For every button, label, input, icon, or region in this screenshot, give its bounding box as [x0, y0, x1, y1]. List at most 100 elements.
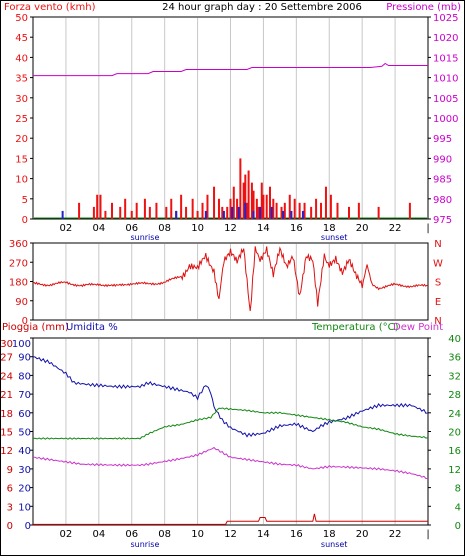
wind-speed-bar — [104, 210, 107, 219]
temperature-tick-label: 8 — [455, 484, 461, 495]
x-tick-label: 12 — [224, 529, 237, 540]
wind-gust-bar — [252, 210, 255, 219]
humidity-tick-label: 80 — [18, 371, 31, 382]
humidity-axis-label: Umidita % — [66, 322, 118, 333]
pressure-tick-label: 1000 — [433, 114, 458, 125]
wind-speed-bar — [232, 186, 235, 219]
wind-gust-bar — [282, 210, 285, 219]
humidity-tick-label: 60 — [18, 409, 31, 420]
wind-speed-bar — [92, 206, 95, 219]
wind-speed-bar — [310, 206, 313, 219]
dewpoint-axis-label: Dew Point — [393, 322, 443, 333]
x-tick-label: 04 — [92, 223, 105, 234]
wind-speed-bar — [329, 194, 332, 219]
wind-tick-label: 5 — [22, 195, 28, 206]
x-tick-label: 02 — [60, 223, 73, 234]
x-tick-label: 06 — [125, 223, 138, 234]
x-tick-label: 22 — [389, 529, 402, 540]
wind-speed-bar — [272, 198, 275, 219]
x-tick-label: 18 — [323, 529, 336, 540]
wind-gust-bar — [301, 210, 304, 219]
temperature-tick-label: 36 — [448, 353, 461, 364]
wind-speed-bar — [236, 198, 239, 219]
wind-axis-label: Forza vento (kmh) — [4, 2, 96, 13]
wind-speed-bar — [155, 202, 158, 219]
temperature-tick-label: 20 — [448, 428, 461, 439]
humidity-tick-label: 30 — [18, 465, 31, 476]
pressure-tick-label: 990 — [433, 154, 452, 165]
compass-label: N — [434, 239, 441, 250]
wind-tick-label: 30 — [15, 94, 28, 105]
wind-speed-bar — [324, 186, 327, 219]
rain-tick-label: 18 — [0, 409, 13, 420]
wind-speed-bar — [303, 202, 306, 219]
x-tick-label: 16 — [290, 223, 303, 234]
wind-speed-bar — [229, 198, 232, 219]
wind-speed-bar — [96, 194, 99, 219]
rain-tick-label: 9 — [7, 465, 13, 476]
wind-speed-bar — [320, 202, 323, 219]
rain-tick-label: 15 — [0, 428, 13, 439]
humidity-tick-label: 100 — [12, 339, 31, 350]
humidity-tick-label: 50 — [18, 428, 31, 439]
pressure-tick-label: 975 — [433, 215, 452, 226]
humidity-tick-label: 20 — [18, 484, 31, 495]
wind-speed-bar — [262, 194, 265, 219]
wind-speed-bar — [252, 190, 255, 219]
x-tick-label: 20 — [356, 529, 369, 540]
temperature-tick-label: 16 — [448, 446, 461, 457]
rain-tick-label: 6 — [7, 484, 13, 495]
rain-tick-label: 24 — [0, 371, 13, 382]
wind-speed-bar — [165, 206, 168, 219]
wind-gust-bar — [237, 206, 240, 219]
wind-speed-bar — [288, 194, 291, 219]
pressure-tick-label: 985 — [433, 175, 452, 186]
rain-axis-label: Pioggia (mm) — [2, 322, 69, 333]
wind-gust-bar — [231, 206, 234, 219]
wind-speed-bar — [275, 202, 278, 219]
wind-speed-bar — [191, 198, 194, 219]
chart-title: 24 hour graph day : 20 Settembre 2006 — [162, 2, 362, 13]
wind-speed-bar — [269, 186, 271, 219]
wind-speed-bar — [135, 202, 138, 219]
wind-speed-bar — [185, 206, 188, 219]
wind-tick-label: 45 — [15, 33, 28, 44]
sunrise-label: sunrise — [130, 540, 159, 549]
x-tick-label: 10 — [191, 529, 204, 540]
x-tick-end: | — [426, 529, 429, 540]
temperature-tick-label: 0 — [455, 521, 461, 532]
wind-speed-bar — [408, 202, 411, 219]
pressure-tick-label: 1025 — [433, 13, 458, 24]
pressure-tick-label: 1015 — [433, 53, 458, 64]
x-tick-label: 06 — [125, 529, 138, 540]
x-tick-label: 08 — [158, 529, 171, 540]
wind-gust-bar — [175, 210, 178, 219]
temperature-tick-label: 40 — [448, 334, 461, 345]
wind-gust-bar — [290, 210, 293, 219]
wind-speed-bar — [78, 202, 81, 219]
wind-tick-label: 35 — [15, 74, 28, 85]
direction-tick-label: 180 — [9, 278, 28, 289]
x-tick-label: 22 — [389, 223, 402, 234]
wind-tick-label: 20 — [15, 134, 28, 145]
x-tick-label: 16 — [290, 529, 303, 540]
wind-speed-bar — [119, 206, 122, 219]
wind-speed-bar — [315, 198, 318, 219]
humidity-tick-label: 10 — [18, 502, 31, 513]
temperature-tick-label: 24 — [448, 409, 461, 420]
humidity-tick-label: 0 — [25, 521, 31, 532]
wind-tick-label: 10 — [15, 175, 28, 186]
compass-label: S — [435, 278, 441, 289]
wind-tick-label: 50 — [15, 13, 28, 24]
wind-speed-bar — [242, 182, 245, 219]
wind-gust-bar — [270, 206, 273, 219]
wind-speed-bar — [130, 210, 133, 219]
wind-tick-label: 0 — [22, 215, 28, 226]
x-tick-label: 14 — [257, 529, 270, 540]
compass-label: W — [433, 258, 443, 269]
wind-speed-bar — [143, 198, 146, 219]
wind-gust-bar — [61, 210, 64, 219]
wind-speed-bar — [250, 182, 253, 219]
temperature-axis-label: Temperatura (°C) — [311, 322, 399, 333]
